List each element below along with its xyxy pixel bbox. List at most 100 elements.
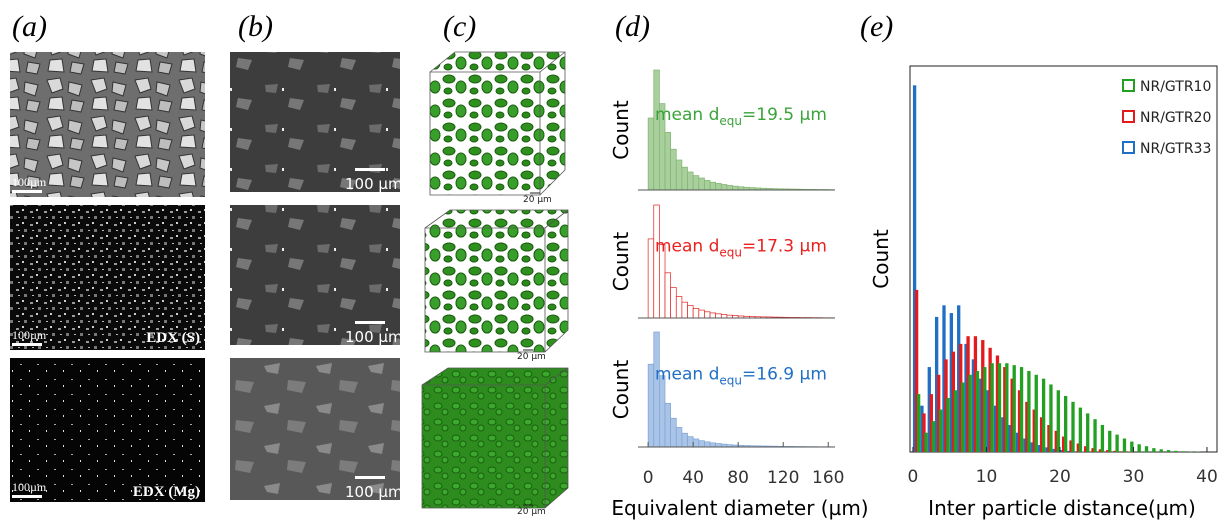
histogram-bar (687, 305, 694, 319)
histogram-bar (920, 405, 924, 452)
histogram-bar (1106, 450, 1110, 452)
histogram-bar (659, 375, 666, 448)
histogram-bar (698, 177, 705, 191)
tomography-cube (429, 51, 566, 196)
histogram-bar (927, 367, 931, 452)
histogram-bar (986, 390, 990, 452)
histogram-bar (1181, 451, 1185, 452)
histogram-bar (1019, 367, 1024, 452)
histogram-bar (968, 374, 972, 452)
histogram-bar (973, 336, 978, 452)
histogram-bar (957, 305, 961, 452)
histogram-bar (687, 171, 694, 191)
scale-bar (355, 476, 385, 479)
histogram-bar (1076, 443, 1080, 452)
x-tick-label: 120 (767, 468, 799, 488)
caption: EDX (S) (146, 330, 200, 346)
histogram-bar (1067, 450, 1071, 452)
histogram-bar (971, 359, 976, 452)
histogram-bar (1037, 445, 1042, 452)
histogram-bar (1152, 448, 1156, 452)
histogram-bar (664, 132, 671, 191)
annotation-text: =16.9 µm (742, 365, 827, 385)
histogram-bar (924, 432, 928, 452)
histogram-bar (1100, 424, 1105, 452)
histogram-bar (1001, 417, 1005, 452)
histogram-bar (964, 343, 968, 452)
legend-label: NR/GTR10 (1140, 79, 1211, 95)
histogram-bar (944, 359, 948, 452)
scale-label: 100µm (12, 480, 47, 494)
histogram-bar (1130, 441, 1134, 452)
scale-label: 100µm (12, 175, 47, 189)
scale-label: 100 µm (345, 483, 403, 501)
histogram-bar (1091, 448, 1095, 452)
histogram-bar (1008, 424, 1012, 452)
histogram-bar (1054, 430, 1058, 452)
x-tick-label: 10 (976, 467, 998, 487)
histogram-bar (709, 442, 717, 448)
histogram-bar (922, 413, 926, 452)
histogram-bar (681, 301, 688, 319)
histogram-bar (715, 443, 722, 448)
histogram-bar (1098, 449, 1103, 452)
histogram-bar (647, 117, 655, 191)
histogram-bar (647, 363, 655, 448)
histogram-bar (1071, 401, 1075, 452)
scale-bar (12, 343, 42, 346)
x-tick-label: 20 (1049, 467, 1071, 487)
histogram-bar (1023, 438, 1027, 452)
histogram-bar (647, 238, 655, 319)
histogram-bar (675, 427, 683, 448)
histogram-bar (953, 390, 958, 452)
histogram-bar (1032, 409, 1036, 452)
histogram-bar (1039, 417, 1044, 452)
annotation: mean dequ=17.3 µm (655, 237, 827, 260)
histogram-bar (681, 166, 688, 191)
histogram-bar (664, 402, 671, 448)
histogram-bar (704, 441, 711, 448)
histogram-bar (1059, 450, 1064, 452)
histogram-bar (1174, 450, 1178, 452)
x-tick-label: 40 (1196, 467, 1218, 487)
scale-label: 20 µm (517, 352, 546, 362)
histogram-bar (912, 85, 917, 453)
histogram-bar (988, 347, 992, 452)
histogram-bar (931, 421, 935, 452)
sem-image (10, 52, 205, 197)
histogram-bar (720, 184, 728, 191)
annotation-text: mean d (655, 105, 719, 125)
histogram-bar (1003, 367, 1007, 452)
x-tick-label: 0 (643, 468, 654, 488)
histogram-bar (1061, 436, 1066, 452)
histogram-bar (916, 394, 921, 452)
annotation-subscript: equ (719, 114, 742, 128)
histogram-bar (949, 313, 954, 452)
histogram-bar (1159, 449, 1163, 452)
histogram-bar (1113, 450, 1117, 452)
legend-label: NR/GTR20 (1140, 110, 1211, 126)
x-tick-label: 0 (908, 467, 919, 487)
histogram-bar (687, 436, 694, 448)
histogram-bar (726, 185, 733, 191)
histogram-bar (692, 438, 700, 448)
histogram-bar (1064, 396, 1068, 452)
tomography-cube (421, 367, 569, 509)
histogram-bar (692, 308, 700, 319)
annotation: mean dequ=16.9 µm (655, 365, 827, 388)
histogram-bar (1045, 447, 1049, 452)
histogram-bar (704, 180, 711, 191)
tomography-cube (424, 209, 569, 353)
histogram-bar (1005, 363, 1009, 452)
histogram-bar (1144, 446, 1149, 452)
histogram-bar (934, 316, 939, 452)
histogram-bar (990, 363, 994, 452)
annotation-text: =17.3 µm (742, 237, 827, 257)
histogram-bar (681, 432, 688, 448)
x-tick-label: 160 (812, 468, 844, 488)
histogram-bar (937, 374, 941, 452)
legend-swatch (1122, 110, 1135, 123)
scale-label: 20 µm (523, 195, 552, 205)
histogram-bar (981, 340, 985, 452)
